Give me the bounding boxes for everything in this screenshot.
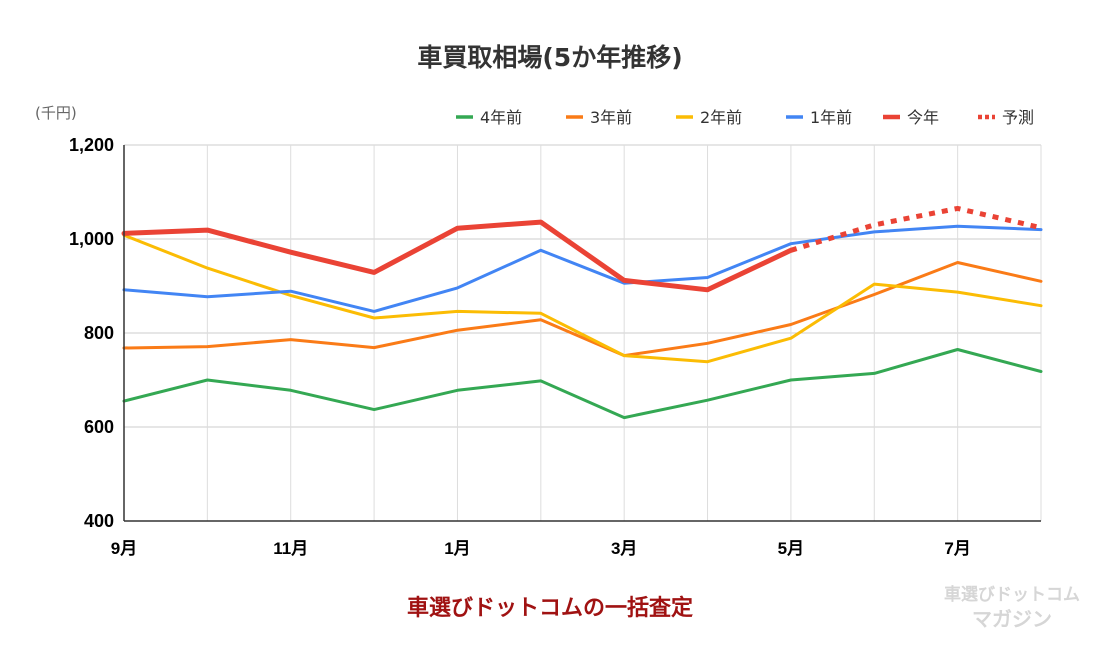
watermark-logo: 車選びドットコム マガジン [944, 584, 1080, 631]
legend-label: 予測 [1002, 108, 1034, 127]
watermark-line-2: マガジン [972, 607, 1052, 631]
series-line-1年前 [122, 224, 1043, 313]
x-tick-label: 11月 [273, 539, 308, 558]
legend-label: 1年前 [810, 108, 852, 127]
series-line-4年前 [122, 348, 1043, 420]
y-tick-label: 1,000 [69, 229, 114, 249]
series-line-今年 [121, 219, 794, 293]
legend-label: 2年前 [700, 108, 742, 127]
gridlines [124, 144, 1042, 521]
watermark-line-1: 車選びドットコム [944, 584, 1080, 605]
x-tick-label: 9月 [111, 539, 137, 558]
legend-label: 4年前 [480, 108, 522, 127]
y-tick-label: 800 [84, 323, 114, 343]
legend-label: 3年前 [590, 108, 632, 127]
series-lines [121, 205, 1043, 420]
series-line-3年前 [122, 261, 1043, 358]
x-tick-label: 3月 [611, 539, 637, 558]
y-tick-label: 1,200 [69, 135, 114, 155]
x-tick-label: 5月 [778, 539, 804, 558]
axes: 400 600 800 1,000 1,200 9月 11月 1月 3月 5月 7月 [69, 135, 1041, 558]
footer-caption: 車選びドットコムの一括査定 [407, 595, 693, 621]
legend-label: 今年 [907, 108, 939, 127]
y-tick-label: 600 [84, 417, 114, 437]
x-tick-label: 1月 [444, 539, 470, 558]
chart-title: 車買取相場(5か年推移) [417, 43, 682, 72]
x-tick-label: 7月 [944, 539, 970, 558]
y-axis-unit-label: (千円) [35, 104, 77, 122]
y-tick-label: 400 [84, 511, 114, 531]
legend: 4年前 3年前 2年前 1年前 今年 予測 [456, 108, 1034, 127]
series-line-予測 [790, 205, 1042, 253]
